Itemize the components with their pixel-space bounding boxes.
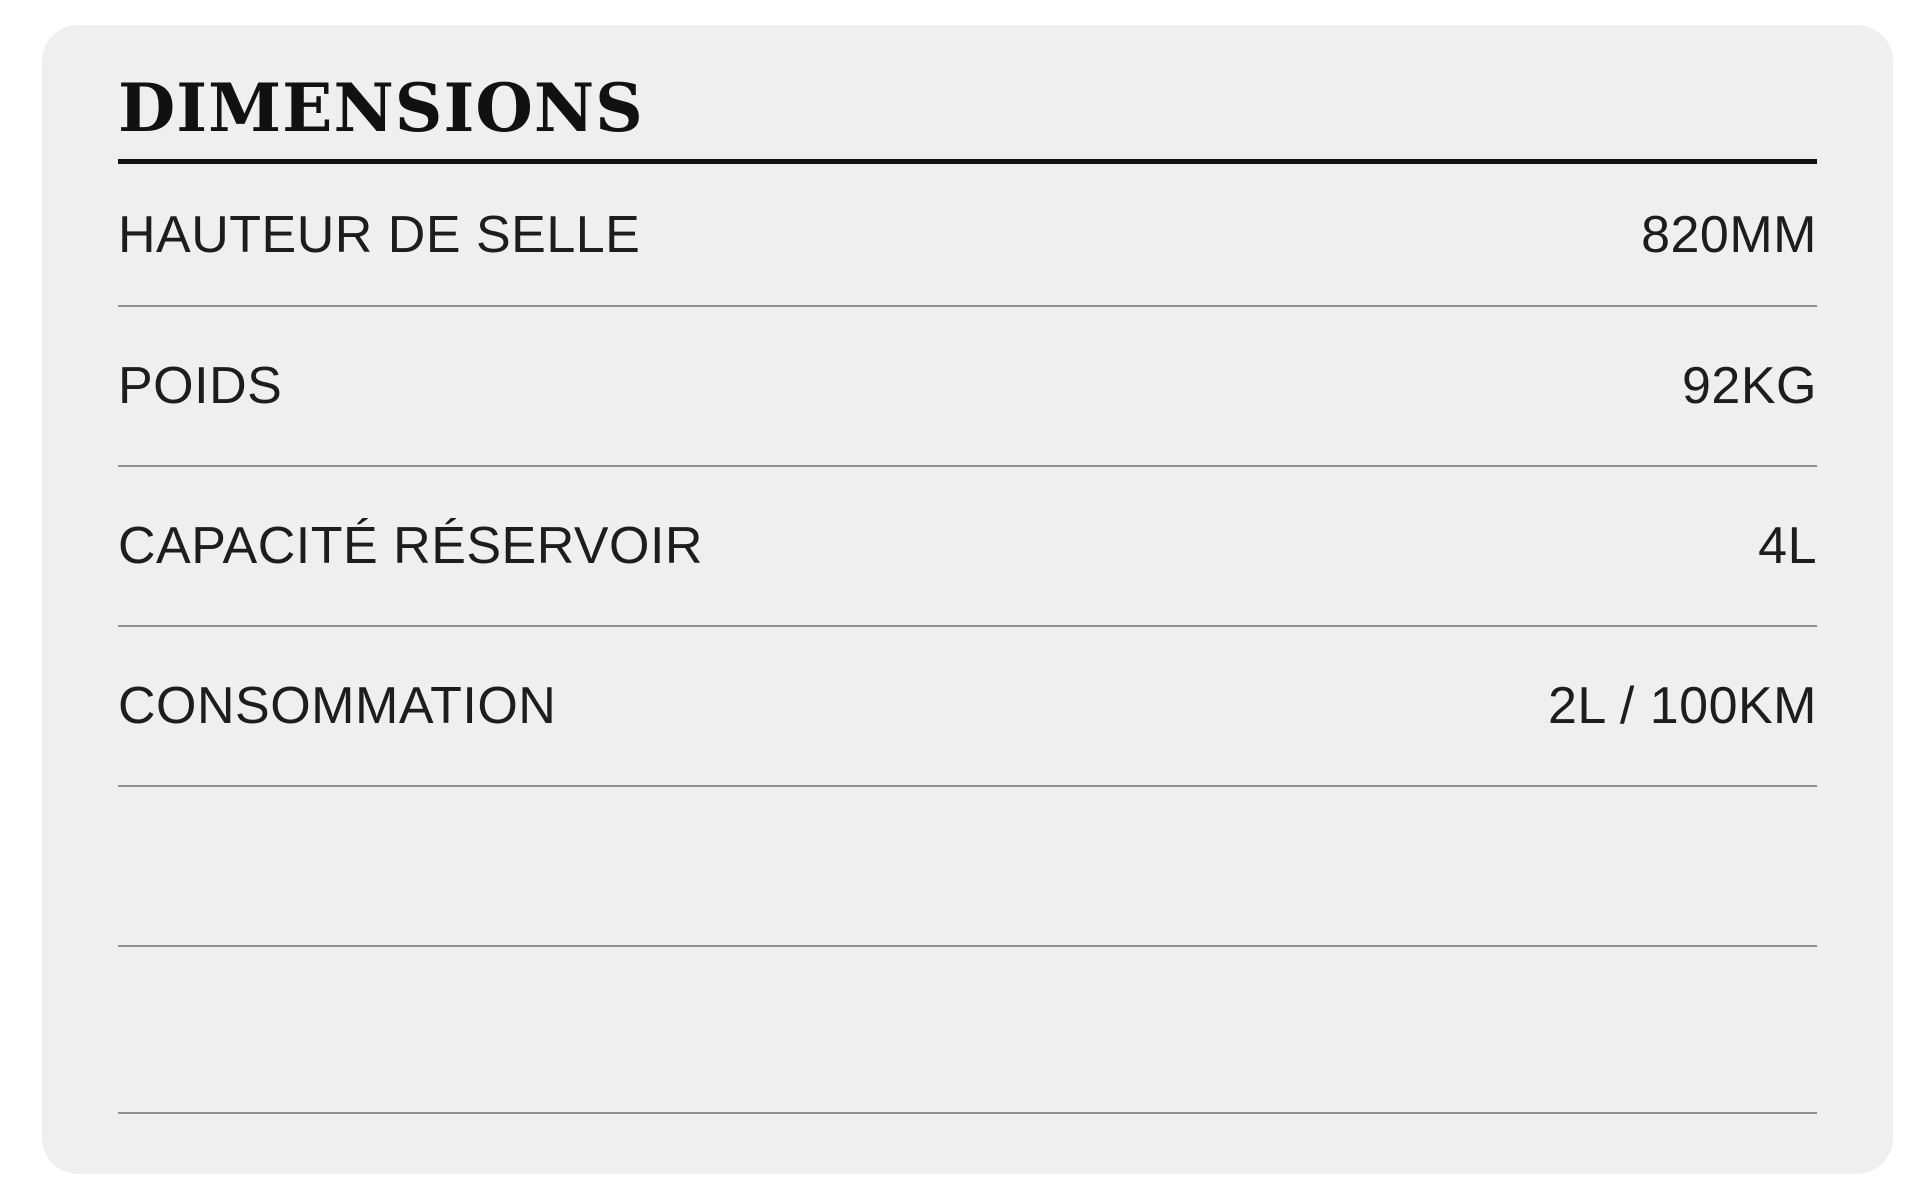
spec-row [118, 787, 1817, 948]
spec-label: CONSOMMATION [118, 677, 557, 736]
spec-row: POIDS 92KG [118, 307, 1817, 468]
spec-value: 4L [1758, 517, 1817, 576]
spec-label: CAPACITÉ RÉSERVOIR [118, 517, 703, 576]
dimensions-card: DIMENSIONS HAUTEUR DE SELLE 820MM POIDS … [42, 25, 1893, 1174]
spec-row: CONSOMMATION 2L / 100KM [118, 627, 1817, 788]
spec-value: 92KG [1682, 357, 1817, 416]
spec-value: 2L / 100KM [1547, 677, 1817, 736]
spec-label: HAUTEUR DE SELLE [118, 205, 641, 264]
title-rule [118, 159, 1817, 165]
spec-value: 820MM [1641, 205, 1817, 264]
card-title: DIMENSIONS [118, 69, 644, 147]
spec-table: HAUTEUR DE SELLE 820MM POIDS 92KG CAPACI… [118, 164, 1817, 1115]
spec-row [118, 947, 1817, 1115]
spec-row: HAUTEUR DE SELLE 820MM [118, 164, 1817, 308]
spec-label: POIDS [118, 357, 283, 416]
spec-row: CAPACITÉ RÉSERVOIR 4L [118, 467, 1817, 628]
